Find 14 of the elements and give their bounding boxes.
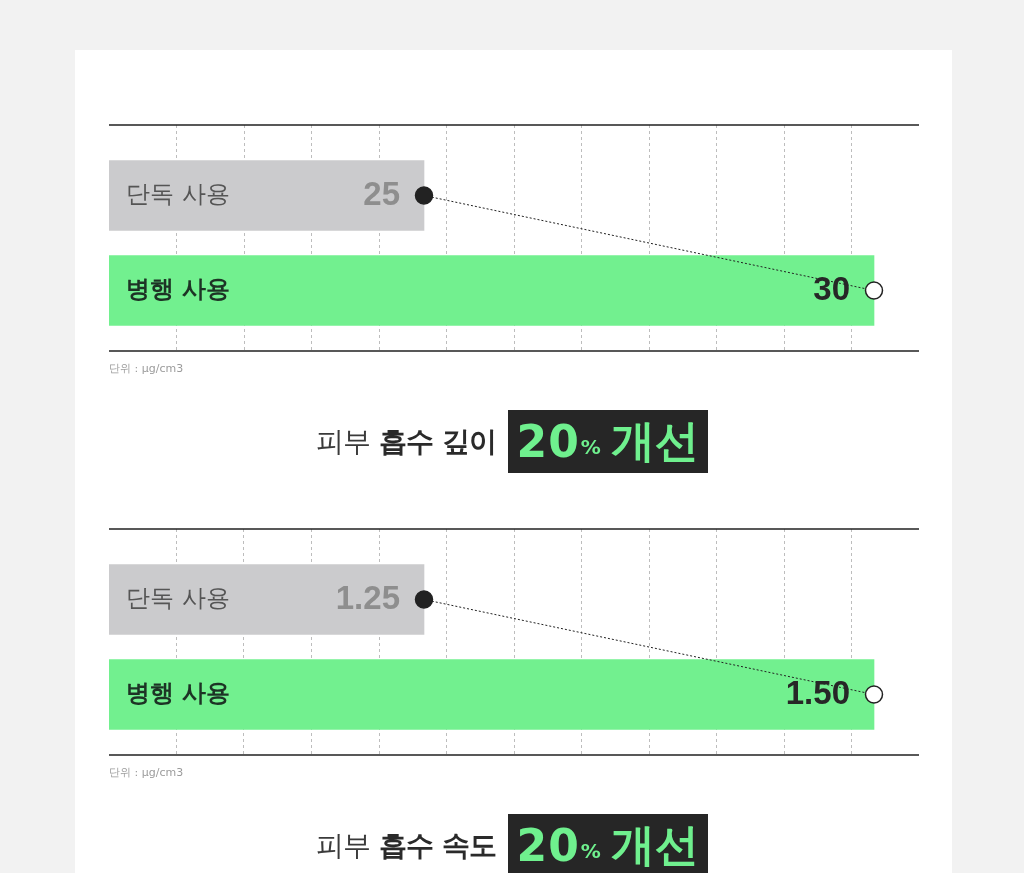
y-tick-label: 단독 사용 — [126, 583, 230, 612]
text: 단위 : μg/cm3 — [109, 766, 184, 779]
data-label: 30 — [813, 269, 850, 307]
text: 피부 흡수 깊이 — [316, 423, 496, 460]
data-label: 1.25 — [335, 578, 400, 616]
y-tick-label: 단독 사용 — [126, 179, 230, 208]
text: 20% 개선 — [516, 414, 699, 469]
text: 20% 개선 — [516, 818, 699, 873]
data-label: 1.50 — [785, 673, 850, 711]
y-tick-label: 병행 사용 — [126, 678, 231, 707]
data-label: 25 — [363, 174, 400, 212]
y-tick-label: 병행 사용 — [126, 274, 231, 303]
text: 단위 : μg/cm3 — [109, 362, 184, 375]
text: 피부 흡수 속도 — [316, 827, 496, 864]
